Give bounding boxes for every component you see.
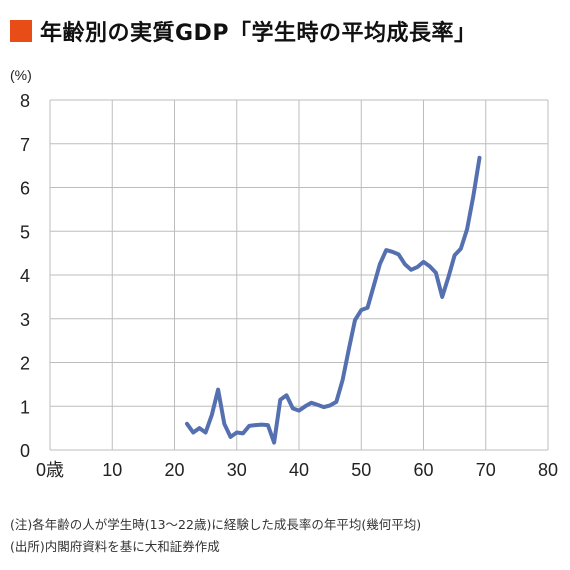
x-tick-label: 50 [351,460,371,480]
y-tick-label: 8 [20,91,30,111]
y-tick-label: 6 [20,179,30,199]
y-tick-label: 5 [20,222,30,242]
series-line [185,155,482,445]
x-tick-label: 40 [289,460,309,480]
x-tick-label: 30 [227,460,247,480]
chart-title-row: 年齢別の実質GDP「学生時の平均成長率」 [10,14,476,48]
title-marker-square [10,20,32,42]
footnote-source: (出所)内閣府資料を基に大和証券作成 [10,539,220,554]
x-tick-label: 10 [102,460,122,480]
y-tick-label: 3 [20,310,30,330]
y-tick-label: 1 [20,397,30,417]
grid-lines [49,99,549,451]
chart-title: 年齢別の実質GDP「学生時の平均成長率」 [40,21,477,46]
x-tick-label: 70 [476,460,496,480]
y-axis-unit-label: (%) [10,67,32,83]
y-tick-label: 0 [20,441,30,461]
y-tick-label: 7 [20,135,30,155]
x-tick-label: 80 [538,460,558,480]
x-tick-label: 20 [164,460,184,480]
y-tick-label: 4 [20,266,30,286]
tick-labels: 0 1 2 3 4 5 6 7 8 0歳 10 20 30 40 50 60 70 80 (%) [10,67,558,480]
footnote-note: (注)各年齢の人が学生時(13〜22歳)に経験した成長率の年平均(幾何平均) [10,517,422,532]
y-tick-label: 2 [20,354,30,374]
series-layer [185,155,482,445]
x-tick-label: 60 [413,460,433,480]
x-tick-label: 0歳 [36,460,64,480]
